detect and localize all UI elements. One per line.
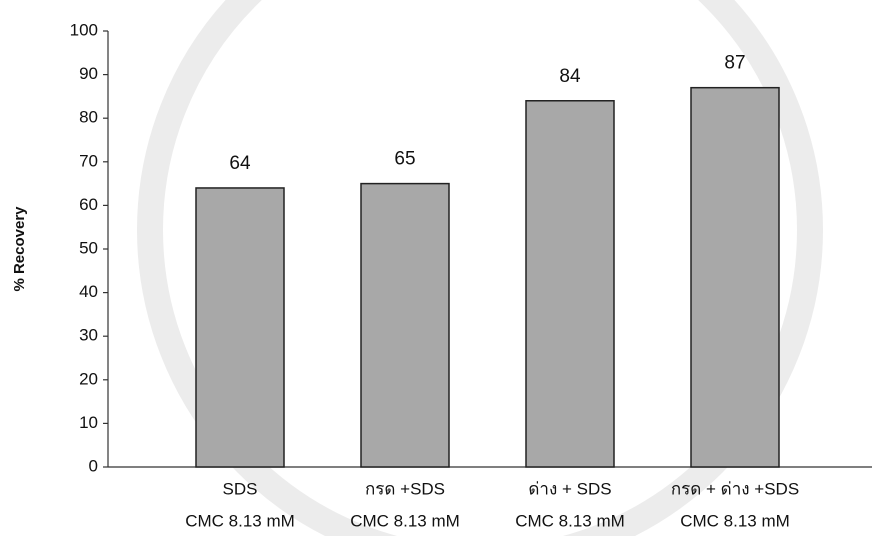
data-label: 65 (394, 149, 415, 170)
bar (526, 101, 614, 467)
y-tick-label: 100 (70, 20, 98, 39)
y-tick-label: 30 (79, 326, 98, 345)
page: {"chart_data": {"type": "bar", "y_label"… (0, 0, 877, 536)
bar (361, 184, 449, 467)
x-tick-label: ด่าง + SDS (528, 479, 611, 498)
x-tick-label: CMC 8.13 mM (350, 511, 460, 530)
y-tick-label: 80 (79, 108, 98, 127)
x-tick-label: กรด +SDS (365, 479, 445, 498)
x-tick-label: CMC 8.13 mM (185, 511, 295, 530)
y-axis-label: % Recovery (11, 206, 28, 292)
x-tick-label: CMC 8.13 mM (515, 511, 625, 530)
chart: % Recovery 0 10 20 30 40 50 60 70 80 90 100 64 SDS CM… (0, 0, 877, 536)
data-label: 84 (559, 66, 581, 87)
data-label: 87 (724, 53, 745, 74)
x-tick-label: CMC 8.13 mM (680, 511, 790, 530)
data-label: 64 (229, 153, 251, 174)
x-tick-label: SDS (223, 479, 258, 498)
y-tick-label: 20 (79, 369, 98, 388)
y-tick-label: 0 (89, 456, 98, 475)
y-tick-label: 70 (79, 151, 98, 170)
y-tick-label: 90 (79, 64, 98, 83)
y-tick-label: 40 (79, 282, 98, 301)
y-tick-label: 60 (79, 195, 98, 214)
y-tick-label: 50 (79, 238, 98, 257)
bar (196, 188, 284, 467)
bar (691, 88, 779, 467)
y-tick-label: 10 (79, 413, 98, 432)
x-tick-label: กรด + ด่าง +SDS (671, 479, 799, 498)
